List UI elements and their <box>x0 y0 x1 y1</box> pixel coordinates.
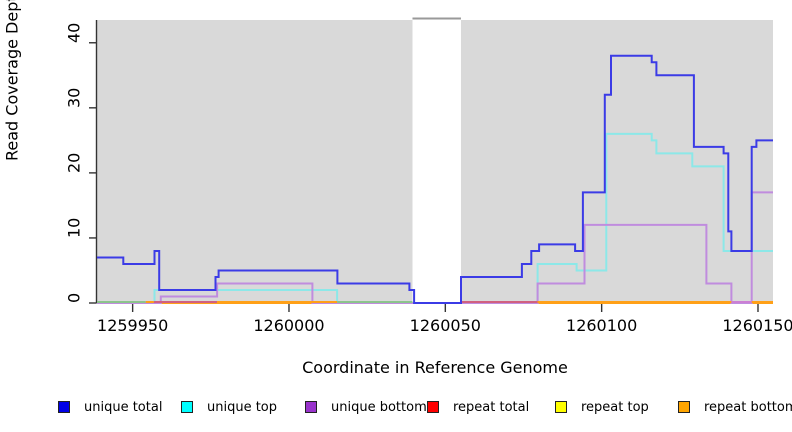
legend-label: unique top <box>207 399 278 415</box>
legend-item-unique-bottom: unique bottom <box>305 399 427 415</box>
legend-swatch-icon <box>555 401 567 413</box>
legend-item-unique-top: unique top <box>181 399 278 415</box>
series-line-unique-top <box>97 132 773 304</box>
legend-item-repeat-top: repeat top <box>555 399 649 415</box>
series-line-unique-total <box>97 54 773 304</box>
legend-label: repeat total <box>453 399 530 415</box>
x-tick-label: 1260100 <box>566 316 638 335</box>
legend-label: repeat bottom <box>704 399 792 415</box>
x-tick-label: 1260050 <box>409 316 481 335</box>
legend-swatch-icon <box>427 401 439 413</box>
x-tick-label: 1260150 <box>722 316 792 335</box>
legend-label: repeat top <box>581 399 649 415</box>
x-tick-label: 1259950 <box>97 316 169 335</box>
legend-item-repeat-total: repeat total <box>427 399 530 415</box>
x-axis-title: Coordinate in Reference Genome <box>302 358 568 377</box>
legend-label: unique bottom <box>331 399 427 415</box>
x-tick-label: 1260000 <box>253 316 325 335</box>
gap-region <box>412 18 461 303</box>
legend-swatch-icon <box>305 401 317 413</box>
legend-label: unique total <box>84 399 163 415</box>
legend-item-repeat-bottom: repeat bottom <box>678 399 792 415</box>
legend-item-unique-total: unique total <box>58 399 163 415</box>
legend-swatch-icon <box>181 401 193 413</box>
legend-swatch-icon <box>58 401 70 413</box>
legend-swatch-icon <box>678 401 690 413</box>
